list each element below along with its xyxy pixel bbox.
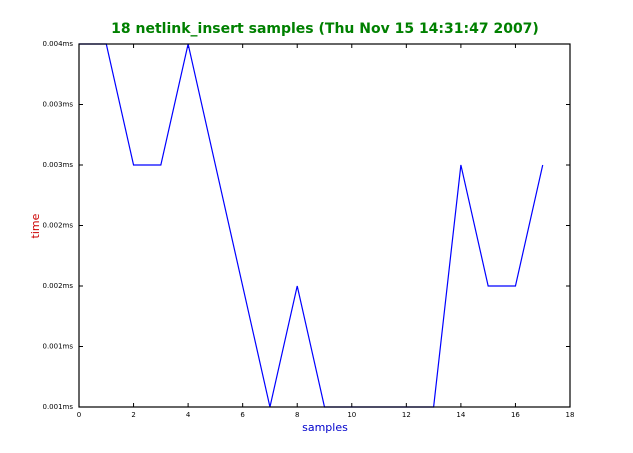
data-line — [79, 43, 544, 408]
y-tick-label: 0.002ms — [42, 282, 73, 290]
chart-title: 18 netlink_insert samples (Thu Nov 15 14… — [111, 21, 539, 37]
y-tick-label: 0.002ms — [42, 222, 73, 230]
y-tick-label: 0.001ms — [42, 403, 73, 411]
x-tick-label: 18 — [566, 411, 575, 419]
x-axis-label: samples — [302, 421, 348, 434]
plot-frame — [78, 43, 571, 408]
y-tick-label: 0.003ms — [42, 161, 73, 169]
x-tick-label: 4 — [186, 411, 191, 419]
x-tick-label: 0 — [77, 411, 81, 419]
x-tick-label: 8 — [295, 411, 299, 419]
x-tick-label: 16 — [511, 411, 520, 419]
x-tick-label: 2 — [131, 411, 135, 419]
y-tick-label: 0.001ms — [42, 343, 73, 351]
x-tick-label: 14 — [456, 411, 465, 419]
x-tick-label: 10 — [347, 411, 356, 419]
y-axis-label: time — [29, 213, 42, 238]
y-tick-label: 0.003ms — [42, 101, 73, 109]
y-tick-label: 0.004ms — [42, 40, 73, 48]
x-tick-label: 12 — [402, 411, 411, 419]
x-tick-label: 6 — [240, 411, 245, 419]
